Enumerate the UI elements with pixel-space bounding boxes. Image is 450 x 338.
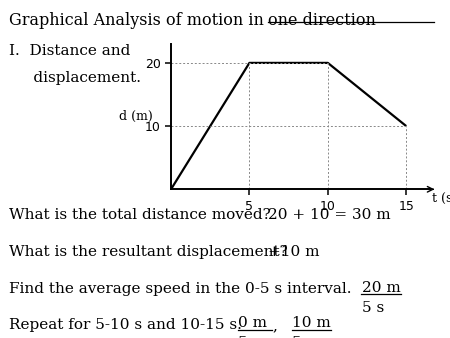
Text: What is the resultant displacement?: What is the resultant displacement? [9,245,288,259]
Text: 0 m: 0 m [238,316,267,330]
Text: I.  Distance and: I. Distance and [9,44,130,58]
Text: 20 + 10 = 30 m: 20 + 10 = 30 m [268,208,391,222]
Text: 20 m: 20 m [362,281,401,294]
Text: 10 m: 10 m [292,316,331,330]
Text: displacement.: displacement. [9,71,141,85]
Text: t (s): t (s) [432,193,450,206]
Text: +10 m: +10 m [268,245,319,259]
Text: Find the average speed in the 0-5 s interval.: Find the average speed in the 0-5 s inte… [9,282,351,296]
Text: 5 s: 5 s [292,336,315,338]
Text: Graphical Analysis of motion in: Graphical Analysis of motion in [9,12,269,29]
Text: one direction: one direction [268,12,376,29]
Text: Repeat for 5-10 s and 10-15 s.: Repeat for 5-10 s and 10-15 s. [9,318,242,332]
Text: 5 s: 5 s [362,301,384,315]
Text: 5 s: 5 s [238,336,261,338]
Text: What is the total distance moved?: What is the total distance moved? [9,208,271,222]
Text: d (m): d (m) [119,110,153,123]
Text: ,: , [272,319,277,333]
